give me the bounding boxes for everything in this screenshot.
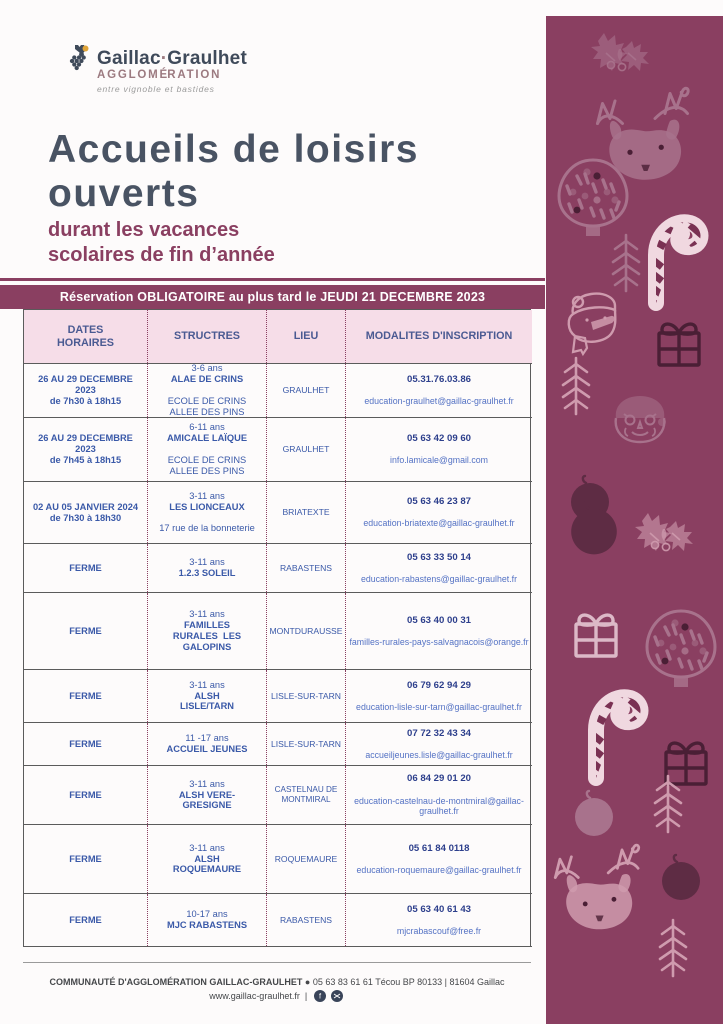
svg-text:f: f (319, 991, 322, 1000)
